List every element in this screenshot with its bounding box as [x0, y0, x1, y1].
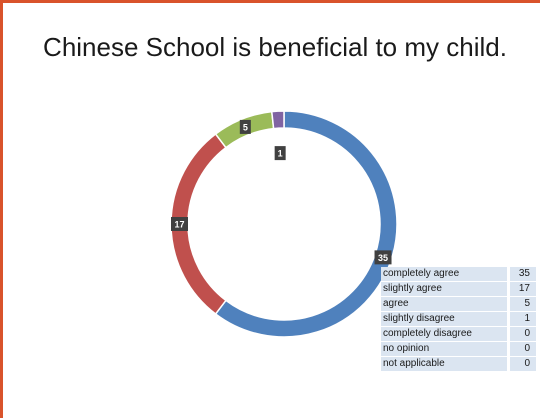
svg-text:35: 35	[378, 253, 388, 263]
category-label: completely disagree	[381, 327, 507, 341]
svg-text:5: 5	[243, 122, 248, 132]
data-label-agree: 5	[239, 119, 251, 134]
category-value: 17	[507, 282, 536, 296]
data-table: completely agree 35 slightly agree 17 agree 5…	[381, 266, 536, 372]
table-row: no opinion 0	[381, 342, 536, 356]
category-value: 0	[507, 327, 536, 341]
table-row: completely agree 35	[381, 267, 536, 281]
category-value: 0	[507, 342, 536, 356]
category-label: agree	[381, 297, 507, 311]
slice-slightly-disagree	[270, 110, 285, 130]
category-label: slightly disagree	[381, 312, 507, 326]
table-row: agree 5	[381, 297, 536, 311]
category-value: 0	[507, 357, 536, 371]
category-value: 35	[507, 267, 536, 281]
category-label: not applicable	[381, 357, 507, 371]
table-row: not applicable 0	[381, 357, 536, 371]
data-label-slightly-agree: 17	[171, 217, 188, 231]
category-label: slightly agree	[381, 282, 507, 296]
svg-text:17: 17	[174, 220, 184, 230]
chart-title: Chinese School is beneficial to my child…	[43, 32, 507, 62]
category-label: completely agree	[381, 267, 507, 281]
data-label-completely-agree: 35	[374, 250, 392, 265]
svg-text:1: 1	[278, 149, 283, 159]
slice-completely-agree	[214, 110, 398, 338]
category-value: 5	[507, 297, 536, 311]
table-row: completely disagree 0	[381, 327, 536, 341]
category-value: 1	[507, 312, 536, 326]
category-label: no opinion	[381, 342, 507, 356]
table-row: slightly disagree 1	[381, 312, 536, 326]
data-label-slightly-disagree: 1	[274, 146, 286, 161]
table-row: slightly agree 17	[381, 282, 536, 296]
